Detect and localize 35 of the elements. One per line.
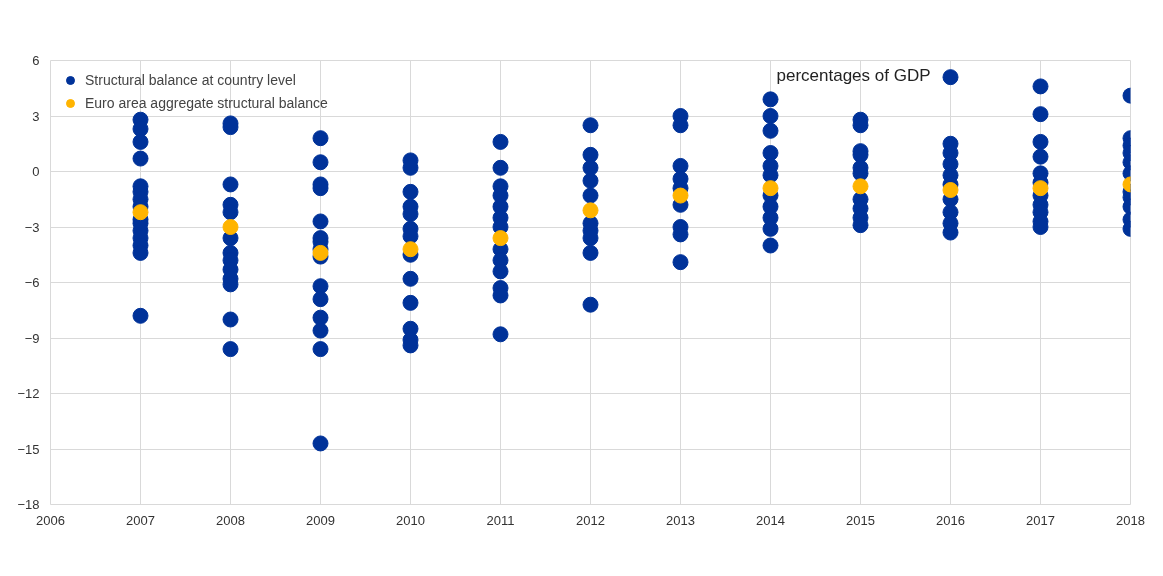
x-tick-label: 2008 bbox=[216, 512, 245, 528]
point bbox=[132, 204, 149, 221]
annotation: percentages of GDP bbox=[776, 65, 931, 85]
y-tick-label: 3 bbox=[32, 108, 40, 124]
point bbox=[762, 180, 779, 197]
x-tick-label: 2017 bbox=[1026, 512, 1055, 528]
x-tick-label: 2012 bbox=[576, 512, 605, 528]
x-tick-label: 2015 bbox=[846, 512, 875, 528]
point bbox=[942, 182, 959, 198]
y-tick-label: −12 bbox=[17, 386, 40, 401]
x-tick-label: 2007 bbox=[126, 512, 155, 528]
point bbox=[492, 230, 509, 247]
x-tick-label: 2013 bbox=[666, 512, 695, 528]
y-tick-label: −3 bbox=[24, 219, 40, 235]
x-tick-label: 2014 bbox=[756, 512, 785, 528]
legend-label: Euro area aggregate structural balance bbox=[85, 95, 328, 111]
point bbox=[402, 241, 419, 258]
x-tick-label: 2010 bbox=[396, 512, 425, 528]
x-tick-label: 2016 bbox=[936, 512, 965, 528]
point bbox=[1032, 180, 1049, 197]
point bbox=[852, 178, 869, 195]
x-tick-label: 2006 bbox=[36, 512, 65, 528]
point bbox=[222, 219, 239, 235]
x-tick-label: 2009 bbox=[306, 512, 335, 528]
y-tick-label: −15 bbox=[17, 441, 40, 457]
legend-label: Structural balance at country level bbox=[85, 72, 296, 88]
y-tick-label: 0 bbox=[32, 164, 40, 179]
x-tick-label: 2018 bbox=[1116, 512, 1145, 528]
point bbox=[672, 187, 689, 204]
y-tick-label: 6 bbox=[32, 53, 40, 68]
y-tick-label: −6 bbox=[24, 275, 40, 290]
y-tick-label: −9 bbox=[24, 330, 40, 346]
y-tick-label: −18 bbox=[17, 497, 40, 512]
point bbox=[582, 202, 599, 219]
x-tick-label: 2011 bbox=[486, 512, 515, 528]
